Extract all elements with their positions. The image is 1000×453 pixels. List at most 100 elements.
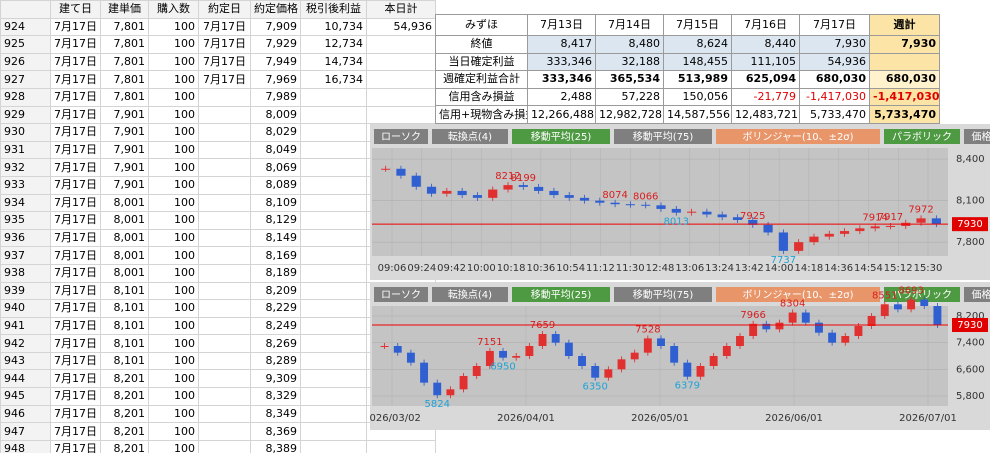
cell: 100 — [148, 404, 199, 424]
row-number: 940 — [0, 299, 51, 318]
candle — [578, 356, 586, 366]
cell: 8,249 — [250, 316, 301, 336]
candle — [931, 218, 941, 225]
candle — [656, 205, 666, 209]
toolbar-button[interactable] — [884, 129, 960, 144]
candle — [617, 359, 626, 370]
toolbar-button[interactable] — [964, 129, 990, 144]
button-label[interactable]: 移動平均(25) — [531, 288, 592, 301]
trade-table: 建て日 建単価 購入数 約定日 約定価格 税引後利益 本日計 924 7月17日 7,801 100… — [0, 0, 436, 453]
candle — [549, 190, 559, 196]
button-label[interactable]: パラボリック — [892, 131, 952, 143]
candle — [867, 316, 876, 326]
corner-cell — [0, 0, 51, 19]
toolbar-button[interactable] — [374, 287, 428, 302]
cell: 8,089 — [250, 175, 301, 195]
button-label[interactable]: 転換点(4) — [448, 289, 492, 301]
row-number: 945 — [0, 387, 51, 406]
button-label[interactable]: 移動平均(75) — [633, 130, 694, 143]
candle — [801, 312, 810, 323]
last-price-box — [952, 318, 988, 332]
toolbar-button[interactable] — [512, 129, 610, 144]
toolbar-button[interactable] — [614, 129, 712, 144]
cell: 8,001 — [100, 211, 149, 230]
button-label[interactable]: 移動平均(25) — [531, 130, 592, 143]
cell — [198, 175, 251, 195]
toolbar-button[interactable] — [614, 287, 712, 302]
weekly-summary: みずほ 7月13日 7月14日 7月15日 7月16日 7月17日 週計 終値 8,417 8,4… — [435, 14, 940, 124]
button-label[interactable]: 転換点(4) — [448, 131, 492, 143]
toolbar-button[interactable] — [512, 287, 610, 302]
candle — [411, 175, 421, 187]
candle — [855, 228, 865, 232]
cell — [300, 387, 367, 406]
toolbar-button[interactable] — [884, 287, 960, 302]
candle — [538, 334, 547, 346]
cell — [198, 158, 251, 177]
candle — [828, 332, 837, 343]
cell: 7月17日 — [50, 334, 101, 353]
cell: 7,901 — [100, 140, 149, 160]
y-tick-label: 8,100 — [956, 196, 985, 207]
cell: 7月17日 — [50, 387, 101, 406]
price-annotation: 7737 — [771, 255, 796, 266]
button-label[interactable]: ローソク — [381, 289, 421, 301]
candle — [595, 200, 605, 203]
candle — [763, 224, 773, 233]
cell: 8,349 — [250, 404, 301, 424]
row-label: 信用+現物含み損益 — [435, 105, 528, 124]
toolbar-button[interactable] — [432, 287, 508, 302]
value-cell: 333,346 — [527, 70, 596, 89]
cell: 7月17日 — [50, 246, 101, 265]
candle — [657, 338, 665, 346]
cell: 9,309 — [250, 369, 301, 389]
cell: 100 — [148, 193, 199, 213]
row-number: 928 — [0, 87, 51, 107]
candle — [551, 334, 560, 343]
cell: 8,109 — [250, 193, 301, 213]
x-tick-label: 2026/06/01 — [765, 413, 823, 424]
cell — [198, 193, 251, 213]
cell: 8,201 — [100, 369, 149, 389]
date-header: 7月14日 — [595, 14, 664, 36]
cell — [198, 316, 251, 336]
row-label: 当日確定利益 — [435, 52, 528, 72]
cell: 7月17日 — [50, 175, 101, 195]
cell: 8,001 — [100, 263, 149, 283]
price-annotation: 7925 — [740, 211, 765, 222]
button-label[interactable]: 移動平均(75) — [633, 288, 694, 301]
button-label[interactable]: 価格帯出来 — [972, 288, 991, 301]
cell — [300, 193, 367, 213]
value-cell: 8,624 — [663, 35, 732, 54]
candle — [893, 304, 902, 310]
button-label[interactable]: ボリンジャー(10、±2σ) — [742, 131, 853, 143]
row-number: 936 — [0, 228, 51, 248]
cell: 7月17日 — [198, 17, 251, 37]
x-tick-label: 09:06 — [378, 263, 407, 274]
toolbar-button[interactable] — [716, 129, 880, 144]
button-label[interactable]: パラボリック — [892, 289, 952, 301]
candle — [687, 211, 697, 213]
cell — [198, 228, 251, 248]
candle — [885, 225, 896, 227]
button-label[interactable]: 価格帯出来 — [972, 130, 991, 143]
button-label[interactable]: ボリンジャー(10、±2σ) — [742, 289, 853, 301]
cell: 8,329 — [250, 387, 301, 406]
cell — [198, 105, 251, 125]
cell: 7,801 — [100, 35, 149, 54]
toolbar-button[interactable] — [374, 129, 428, 144]
toolbar-button[interactable] — [964, 287, 990, 302]
cell: 100 — [148, 246, 199, 265]
value-cell: -1,417,030 — [869, 87, 940, 107]
button-label[interactable]: ローソク — [381, 131, 421, 143]
price-annotation: 6379 — [675, 381, 700, 392]
summary-row: 当日確定利益 333,346 32,188 148,455 111,105 54,936 — [435, 52, 940, 72]
row-number: 925 — [0, 35, 51, 54]
x-tick-label: 13:24 — [705, 263, 734, 274]
cell: 7月17日 — [50, 439, 101, 453]
toolbar-button[interactable] — [432, 129, 508, 144]
toolbar-button[interactable] — [716, 287, 880, 302]
row-number: 933 — [0, 175, 51, 195]
candle — [643, 338, 652, 353]
cell: 100 — [148, 87, 199, 107]
